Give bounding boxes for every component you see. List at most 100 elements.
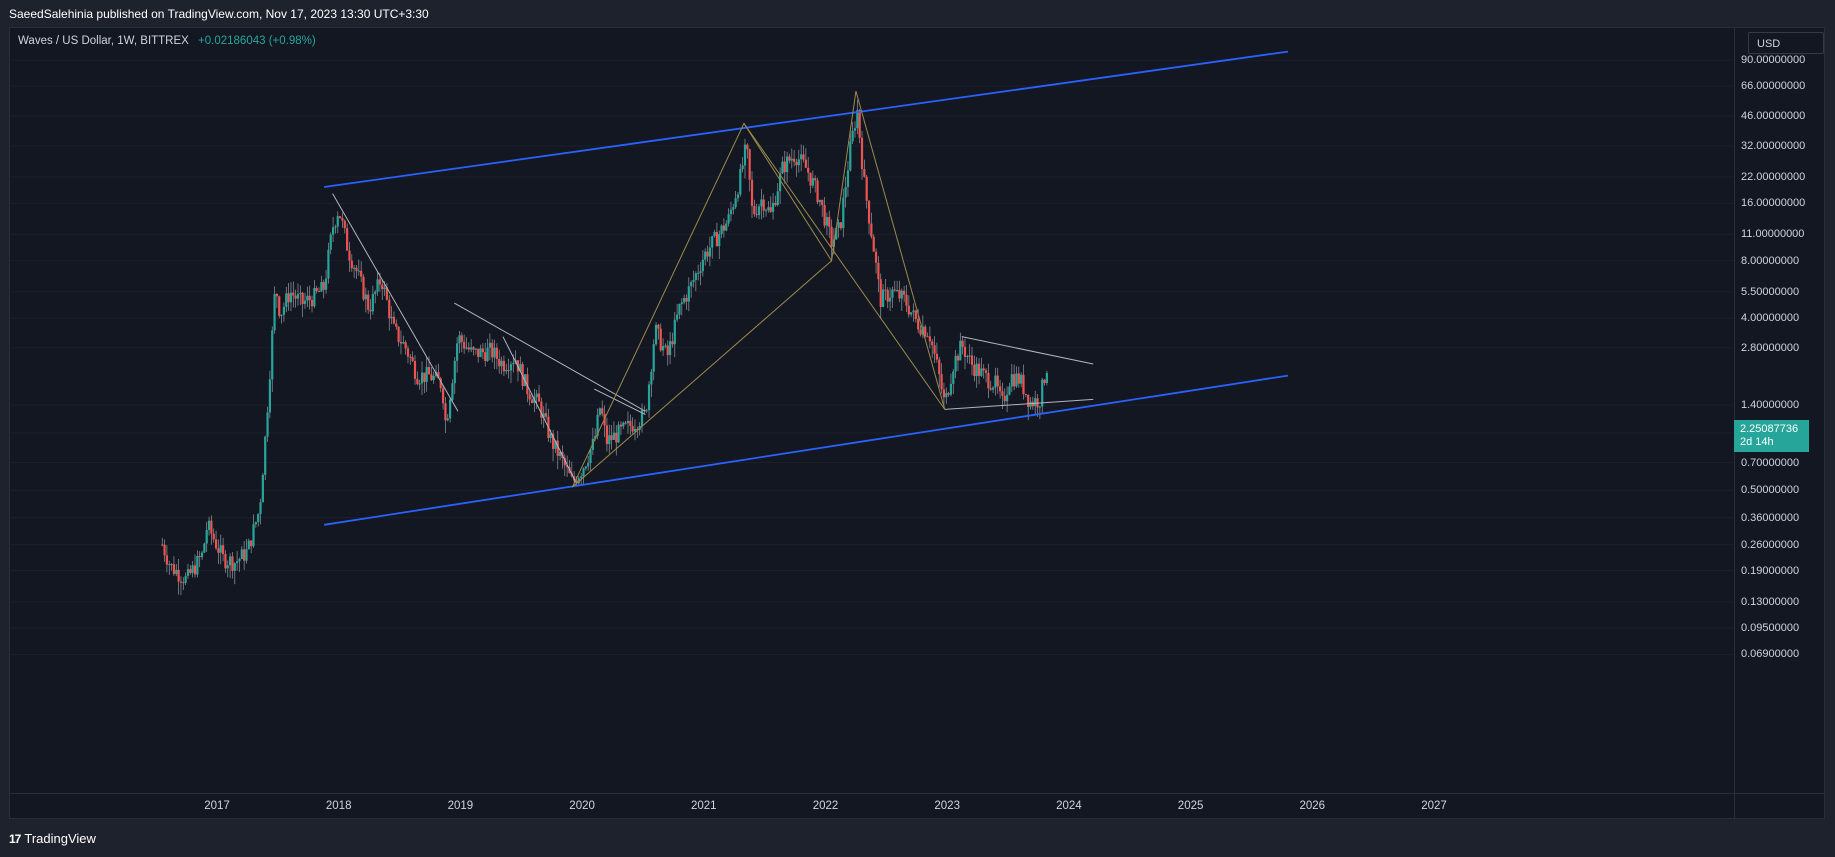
candle-body bbox=[863, 169, 866, 177]
candle-body bbox=[898, 290, 901, 299]
candle-body bbox=[357, 270, 360, 272]
candle-body bbox=[339, 216, 342, 218]
candle-body bbox=[919, 329, 922, 335]
scale-corner[interactable] bbox=[1734, 793, 1825, 819]
candle-body bbox=[500, 360, 503, 367]
candle-body bbox=[336, 216, 339, 227]
candle-body bbox=[701, 259, 704, 272]
time-scale[interactable]: 2017 2018 2019 2020 2021 2022 2023 2024 2025 2026… bbox=[10, 793, 1734, 819]
candle-body bbox=[219, 545, 222, 553]
candle-body bbox=[818, 199, 821, 203]
candle-body bbox=[935, 353, 939, 360]
price-scale[interactable]: 90.00000000 66.00000000 46.00000000 32.0000… bbox=[1734, 28, 1825, 793]
candle-body bbox=[399, 341, 403, 344]
candle-body bbox=[741, 165, 744, 169]
candle-body bbox=[786, 156, 789, 173]
candle-body bbox=[381, 284, 384, 290]
candle-body bbox=[954, 355, 957, 372]
candle-body bbox=[1024, 393, 1027, 395]
time-tick-label: 2018 bbox=[325, 800, 352, 812]
candle-body bbox=[650, 371, 653, 385]
candle-body bbox=[306, 295, 309, 301]
candle-body bbox=[708, 247, 711, 257]
candle-body bbox=[233, 563, 236, 571]
price-tick-label: 2.80000000 bbox=[1741, 341, 1800, 354]
currency-button[interactable]: USD bbox=[1748, 32, 1824, 54]
candle-body bbox=[477, 348, 480, 357]
candle-body bbox=[350, 260, 353, 269]
candle-body bbox=[596, 414, 599, 437]
candle-body bbox=[163, 544, 166, 556]
candle-body bbox=[275, 293, 279, 297]
candle-body bbox=[657, 324, 660, 329]
candle-body bbox=[734, 198, 737, 208]
candle-body bbox=[430, 374, 433, 381]
candle-body bbox=[369, 309, 372, 312]
candle-body bbox=[322, 281, 325, 290]
candle-body bbox=[446, 418, 449, 421]
candle-body bbox=[970, 355, 974, 365]
candle-body bbox=[605, 425, 609, 445]
price-chart[interactable] bbox=[10, 28, 1734, 793]
candle-body bbox=[807, 167, 810, 173]
time-tick-label: 2027 bbox=[1421, 800, 1447, 812]
symbol-title[interactable]: Waves / US Dollar, 1W, BITTREX bbox=[18, 35, 189, 47]
candle-body bbox=[406, 348, 410, 357]
candle-body bbox=[589, 449, 592, 463]
candle-body bbox=[867, 200, 871, 224]
candle-body bbox=[755, 214, 758, 216]
candle-body bbox=[615, 432, 618, 443]
candle-body bbox=[327, 249, 330, 279]
candle-body bbox=[858, 110, 861, 138]
candle-body bbox=[624, 422, 627, 424]
candle-body bbox=[659, 328, 662, 351]
candle-body bbox=[247, 540, 250, 550]
candle-body bbox=[668, 341, 672, 356]
candle-body bbox=[449, 399, 452, 419]
candle-body bbox=[582, 468, 585, 477]
candle-body bbox=[865, 176, 868, 201]
candle-body bbox=[851, 130, 854, 142]
candle-body bbox=[640, 409, 644, 426]
candle-body bbox=[528, 394, 531, 400]
candle-body bbox=[884, 289, 887, 291]
candle-body bbox=[243, 549, 246, 561]
candle-body bbox=[720, 225, 723, 235]
candle-body bbox=[584, 466, 587, 469]
time-tick-label: 2022 bbox=[812, 800, 839, 812]
candle-body bbox=[952, 371, 955, 384]
candle-body bbox=[828, 217, 831, 227]
candle-body bbox=[718, 234, 721, 247]
candle-body bbox=[299, 292, 302, 295]
chart-pane[interactable]: Waves / US Dollar, 1W, BITTREX +0.021860… bbox=[9, 27, 1825, 819]
candle-body bbox=[900, 290, 903, 299]
candle-body bbox=[872, 236, 875, 252]
candle-body bbox=[622, 422, 625, 427]
candle-body bbox=[364, 294, 367, 300]
candle-body bbox=[559, 452, 562, 456]
candle-body bbox=[835, 227, 838, 240]
price-tick-label: 66.00000000 bbox=[1741, 80, 1806, 92]
candle-body bbox=[994, 375, 997, 388]
candle-body bbox=[706, 251, 709, 257]
candle-body bbox=[748, 149, 751, 180]
candle-body bbox=[1017, 373, 1020, 384]
candle-body bbox=[612, 432, 616, 440]
candle-body bbox=[463, 341, 466, 349]
time-tick-label: 2019 bbox=[447, 800, 474, 812]
candle-body bbox=[214, 539, 218, 549]
tradingview-logo[interactable]: 17 TradingView bbox=[9, 831, 96, 846]
candle-body bbox=[278, 296, 281, 316]
candle-body bbox=[505, 369, 508, 372]
harmonic-pattern-line bbox=[743, 123, 946, 410]
candle-body bbox=[811, 178, 814, 186]
candle-body bbox=[193, 565, 197, 575]
candle-body bbox=[509, 364, 513, 371]
candle-body bbox=[666, 345, 669, 356]
candle-body bbox=[928, 336, 931, 342]
candle-body bbox=[289, 292, 293, 303]
candle-body bbox=[594, 436, 597, 439]
candle-body bbox=[980, 368, 983, 376]
candle-body bbox=[320, 281, 323, 292]
candle-body bbox=[907, 305, 910, 315]
